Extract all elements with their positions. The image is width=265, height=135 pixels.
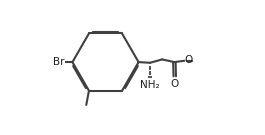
Text: Br: Br [53, 57, 65, 67]
Text: O: O [171, 79, 179, 89]
Text: NH₂: NH₂ [140, 80, 160, 90]
Text: O: O [185, 55, 193, 65]
